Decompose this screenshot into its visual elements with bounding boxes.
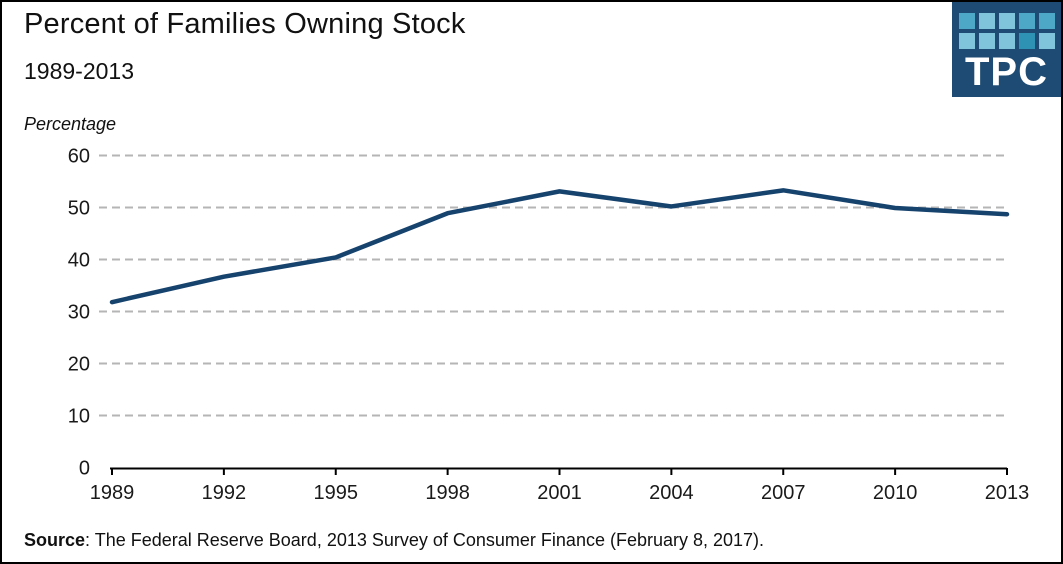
y-tick-label: 10 — [68, 406, 90, 428]
logo-square-icon — [978, 13, 995, 29]
page-title: Percent of Families Owning Stock — [24, 8, 466, 40]
x-tick-label: 1989 — [90, 482, 135, 504]
logo-square-icon — [958, 13, 975, 29]
y-tick-label: 60 — [68, 146, 90, 168]
y-tick-label: 50 — [68, 198, 90, 220]
x-tick-label: 2013 — [985, 482, 1030, 504]
x-tick-label: 2010 — [873, 482, 918, 504]
source-note: Source: The Federal Reserve Board, 2013 … — [24, 530, 764, 551]
x-tick-label: 1998 — [425, 482, 470, 504]
logo-square-icon — [958, 33, 975, 49]
y-tick-label: 30 — [68, 302, 90, 324]
logo-square-icon — [998, 33, 1015, 49]
y-tick-label: 20 — [68, 354, 90, 376]
logo-square-icon — [1018, 33, 1035, 49]
page-subtitle: 1989-2013 — [24, 58, 134, 84]
x-tick-label: 2001 — [537, 482, 582, 504]
y-tick-label: 40 — [68, 250, 90, 272]
data-series-line — [109, 188, 1010, 305]
source-label: Source — [24, 530, 86, 550]
y-tick-label: 0 — [79, 458, 90, 480]
tpc-logo-text: TPC — [965, 50, 1048, 94]
logo-square-icon — [1038, 33, 1055, 49]
tpc-logo: TPC — [952, 2, 1061, 97]
y-axis-unit-label: Percentage — [24, 114, 117, 134]
logo-square-icon — [978, 33, 995, 49]
logo-square-icon — [998, 13, 1015, 29]
x-tick-label: 2004 — [649, 482, 694, 504]
logo-square-icon — [1038, 13, 1055, 29]
x-tick-label: 1992 — [202, 482, 247, 504]
x-tick-label: 1995 — [314, 482, 359, 504]
tpc-logo-squares-icon — [958, 13, 1055, 49]
logo-square-icon — [1018, 13, 1035, 29]
x-tick-label: 2007 — [761, 482, 806, 504]
source-text: : The Federal Reserve Board, 2013 Survey… — [85, 530, 765, 550]
